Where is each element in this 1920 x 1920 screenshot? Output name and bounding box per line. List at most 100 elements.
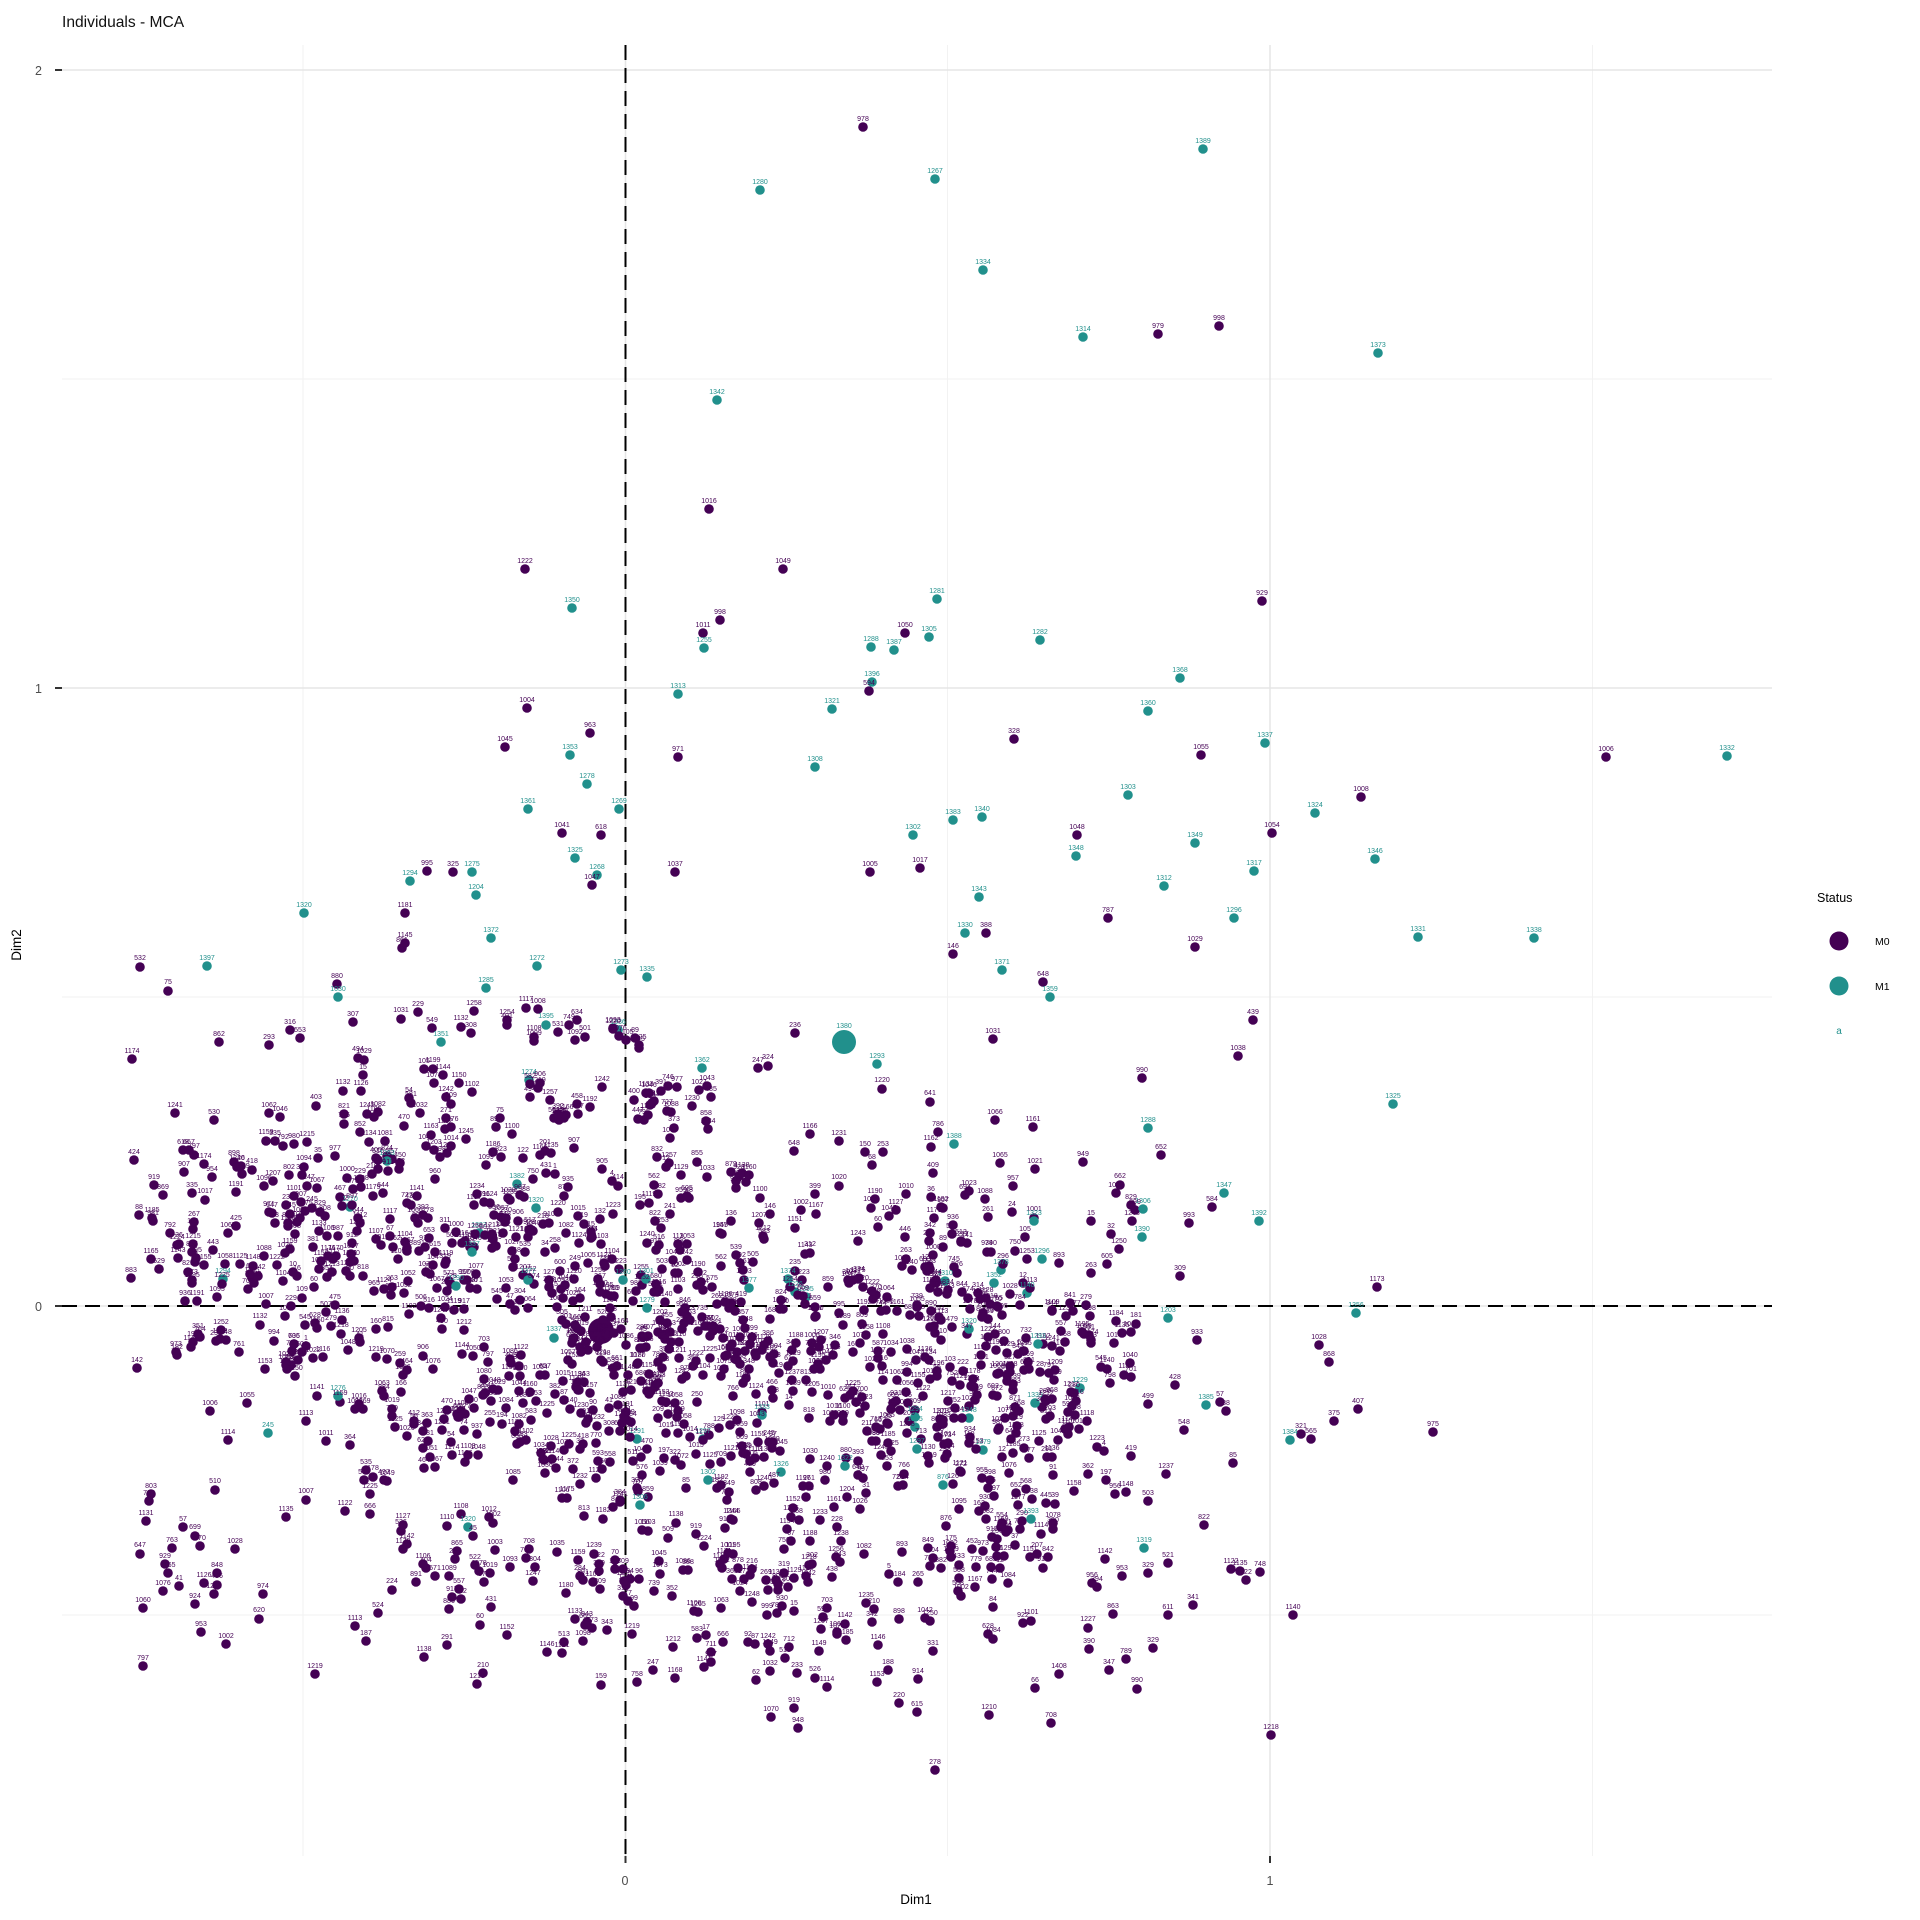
- svg-text:705: 705: [520, 1547, 532, 1554]
- svg-text:598: 598: [817, 1606, 829, 1613]
- svg-text:575: 575: [706, 1275, 718, 1282]
- svg-text:557: 557: [453, 1578, 465, 1585]
- svg-text:1133: 1133: [768, 1569, 783, 1576]
- svg-text:1255: 1255: [696, 637, 712, 644]
- svg-text:1237: 1237: [784, 1369, 800, 1376]
- svg-text:907: 907: [568, 1137, 580, 1144]
- svg-text:1: 1: [35, 682, 42, 696]
- svg-text:1191: 1191: [189, 1290, 204, 1297]
- svg-text:458: 458: [571, 1093, 583, 1100]
- svg-text:19: 19: [580, 1212, 588, 1219]
- svg-text:1076: 1076: [611, 1025, 627, 1032]
- svg-text:667: 667: [183, 1139, 195, 1146]
- svg-text:1089: 1089: [835, 1313, 851, 1320]
- svg-text:197: 197: [1100, 1469, 1112, 1476]
- svg-text:957: 957: [1007, 1175, 1019, 1182]
- svg-text:464: 464: [418, 1457, 430, 1464]
- svg-text:876: 876: [940, 1515, 952, 1522]
- svg-text:1105: 1105: [366, 1106, 381, 1113]
- svg-text:1022: 1022: [991, 1416, 1007, 1423]
- svg-text:32: 32: [1107, 1223, 1115, 1230]
- svg-text:291: 291: [1041, 1446, 1053, 1453]
- svg-text:1110: 1110: [440, 1514, 455, 1521]
- svg-text:341: 341: [1187, 1594, 1199, 1601]
- svg-text:1135: 1135: [1114, 1322, 1129, 1329]
- svg-text:766: 766: [898, 1462, 910, 1469]
- svg-text:917: 917: [705, 1651, 717, 1658]
- svg-text:1123: 1123: [952, 1373, 967, 1380]
- svg-text:1165: 1165: [143, 1248, 158, 1255]
- svg-text:1181: 1181: [397, 902, 412, 909]
- svg-text:35: 35: [314, 1147, 322, 1154]
- svg-text:994: 994: [268, 1329, 280, 1336]
- svg-text:1224: 1224: [696, 1535, 712, 1542]
- svg-text:1207: 1207: [813, 1329, 829, 1336]
- svg-text:438: 438: [826, 1566, 838, 1573]
- svg-text:164: 164: [636, 1337, 648, 1344]
- svg-text:1133: 1133: [311, 1220, 326, 1227]
- svg-text:891: 891: [577, 1569, 589, 1576]
- svg-text:1160: 1160: [573, 1340, 588, 1347]
- svg-text:443: 443: [207, 1239, 219, 1246]
- svg-text:210: 210: [477, 1662, 489, 1669]
- svg-text:1036: 1036: [754, 1338, 770, 1345]
- svg-text:1076: 1076: [425, 1358, 441, 1365]
- svg-text:1039: 1039: [652, 1460, 668, 1467]
- svg-text:882: 882: [935, 1557, 947, 1564]
- svg-text:158: 158: [609, 1558, 621, 1565]
- svg-text:995: 995: [421, 860, 433, 867]
- svg-text:1113: 1113: [348, 1615, 363, 1622]
- svg-text:1003: 1003: [549, 1295, 565, 1302]
- svg-text:1197: 1197: [795, 1475, 810, 1482]
- svg-text:813: 813: [800, 1369, 812, 1376]
- svg-text:439: 439: [1247, 1009, 1259, 1016]
- svg-text:388: 388: [980, 922, 992, 929]
- svg-text:209: 209: [652, 1406, 664, 1413]
- svg-text:1089: 1089: [234, 1163, 250, 1170]
- svg-text:1174: 1174: [196, 1153, 211, 1160]
- svg-text:331: 331: [927, 1640, 939, 1647]
- svg-text:87: 87: [560, 1389, 568, 1396]
- svg-text:562: 562: [648, 1173, 660, 1180]
- svg-text:1359: 1359: [1042, 986, 1058, 993]
- svg-text:1138: 1138: [668, 1511, 683, 1518]
- svg-text:1135: 1135: [543, 1142, 558, 1149]
- svg-text:166: 166: [395, 1380, 407, 1387]
- svg-text:1101: 1101: [286, 1185, 301, 1192]
- svg-text:1256: 1256: [828, 1546, 844, 1553]
- svg-text:930: 930: [776, 1595, 788, 1602]
- svg-text:1133: 1133: [512, 1431, 527, 1438]
- svg-text:56: 56: [410, 1413, 418, 1420]
- svg-text:1159: 1159: [570, 1549, 585, 1556]
- svg-text:1285: 1285: [478, 977, 494, 984]
- svg-text:1241: 1241: [1044, 1335, 1060, 1342]
- svg-text:1229: 1229: [669, 1406, 685, 1413]
- svg-text:1: 1: [718, 1318, 722, 1325]
- svg-text:1225: 1225: [845, 1380, 861, 1387]
- svg-text:1086: 1086: [618, 1333, 634, 1340]
- svg-text:1121: 1121: [508, 1226, 523, 1233]
- svg-text:1244: 1244: [723, 1508, 739, 1515]
- svg-text:1100: 1100: [504, 1123, 519, 1130]
- svg-text:929: 929: [1256, 590, 1268, 597]
- svg-text:917: 917: [458, 1298, 470, 1305]
- svg-text:1267: 1267: [927, 168, 943, 175]
- svg-text:977: 977: [329, 1145, 341, 1152]
- svg-text:335: 335: [186, 1182, 198, 1189]
- svg-text:M1: M1: [1875, 981, 1890, 993]
- svg-text:880: 880: [331, 973, 343, 980]
- svg-text:1079: 1079: [289, 1211, 305, 1218]
- svg-text:818: 818: [357, 1264, 369, 1271]
- svg-text:744: 744: [986, 1568, 998, 1575]
- svg-text:849: 849: [922, 1537, 934, 1544]
- svg-text:1218: 1218: [469, 1673, 485, 1680]
- svg-text:954: 954: [206, 1166, 218, 1173]
- svg-text:1015: 1015: [688, 1442, 704, 1449]
- svg-text:763: 763: [166, 1537, 178, 1544]
- svg-text:1049: 1049: [665, 1249, 681, 1256]
- svg-text:15: 15: [790, 1600, 798, 1607]
- svg-text:1355: 1355: [907, 1416, 923, 1423]
- svg-text:298: 298: [939, 1446, 951, 1453]
- svg-text:378: 378: [513, 1354, 525, 1361]
- svg-text:1306: 1306: [632, 1494, 648, 1501]
